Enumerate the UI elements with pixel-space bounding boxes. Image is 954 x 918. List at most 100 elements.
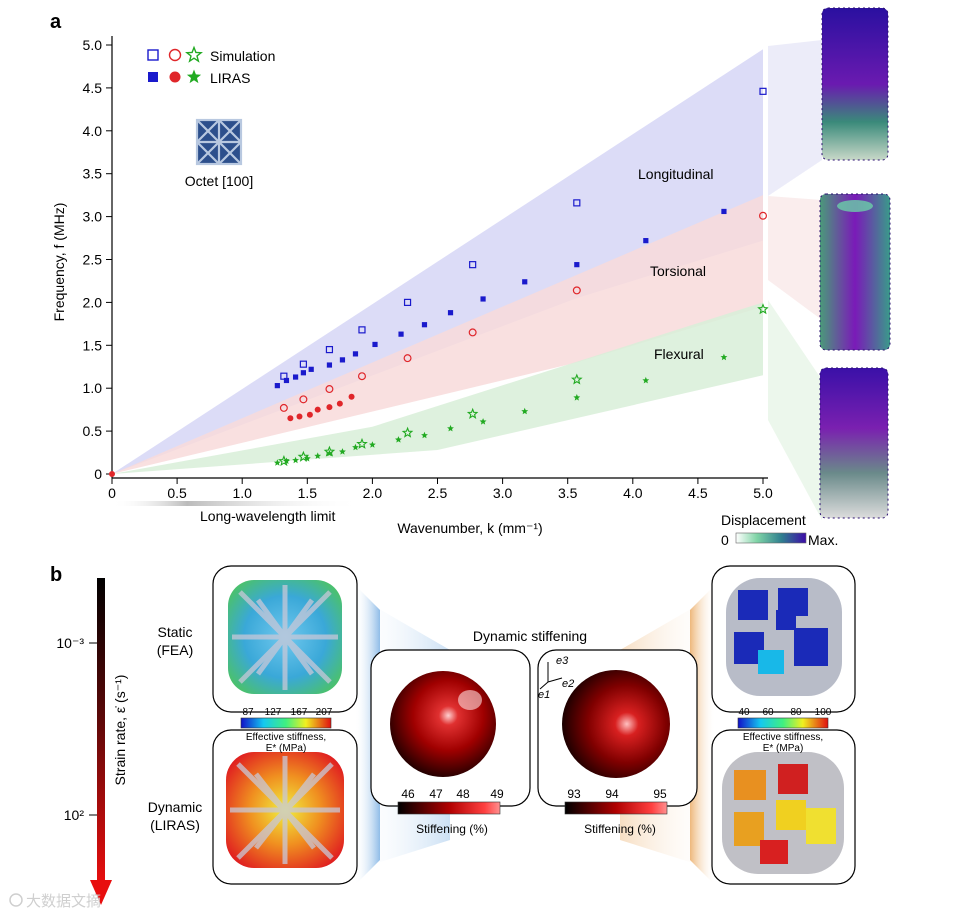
- point-flexural-simulation: [757, 303, 769, 315]
- legend-circle-open-icon: [168, 48, 182, 62]
- point-torsional-liras: [296, 413, 303, 420]
- sphere1-highlight: [458, 690, 482, 710]
- longitudinal-label: Longitudinal: [638, 166, 714, 182]
- point-longitudinal-liras: [283, 377, 290, 384]
- point-flexural-liras: [395, 436, 402, 443]
- point-flexural-liras: [642, 376, 650, 384]
- y-tick-label: 0: [94, 466, 102, 482]
- point-longitudinal-simulation: [759, 87, 767, 95]
- legend-liras-label: LIRAS: [210, 70, 250, 86]
- y-tick-label: 4.5: [83, 80, 103, 96]
- x-tick-label: 2.0: [363, 485, 383, 501]
- legend-star-open-icon: [185, 45, 203, 63]
- static-label: Static: [157, 624, 192, 640]
- y-tick-label: 5.0: [83, 37, 103, 53]
- x-tick-label: 3.0: [493, 485, 513, 501]
- point-longitudinal-simulation: [573, 199, 581, 207]
- left-cbar-tick-3: 207: [316, 707, 333, 718]
- right-colorbar: 40 60 80 100 Effective stiffness, E* (MP…: [737, 707, 832, 754]
- longitudinal-band: [112, 49, 763, 475]
- x-tick-label: 4.5: [688, 485, 708, 501]
- chart-axes: [111, 36, 768, 479]
- longitudinal-column: [821, 7, 889, 161]
- longitudinal-wedge: [768, 40, 822, 196]
- point-flexural-liras: [273, 459, 281, 466]
- point-flexural-simulation: [401, 426, 414, 438]
- watermark: 大数据文摘: [26, 892, 101, 910]
- long-wavelength-bar: [112, 501, 362, 506]
- point-longitudinal-liras: [421, 322, 428, 328]
- point-longitudinal-liras: [274, 383, 280, 389]
- left-colorbar: 87 127 167 207 Effective stiffness, E* (…: [240, 707, 333, 754]
- point-flexural-liras: [479, 418, 487, 425]
- axis-e3-label: e3: [556, 655, 569, 667]
- point-flexural-simulation: [297, 450, 310, 462]
- panel-b-label: b: [50, 564, 62, 586]
- s2-tick-0: 93: [567, 787, 581, 801]
- axis-e2-label: e2: [562, 678, 574, 690]
- strain-rate-label: Strain rate, ε̇ (s⁻¹): [112, 675, 128, 786]
- s1-tick-3: 49: [490, 787, 504, 801]
- y-ticks: 0 0.5 1.0 1.5 2.0 2.5 3.0 3.5 4.0 4.5 5.0: [83, 37, 112, 482]
- strain-rate-arrow-shaft: [97, 578, 105, 883]
- mode-bands: [112, 49, 763, 475]
- long-wavelength-label: Long-wavelength limit: [200, 508, 336, 524]
- torsional-column: [819, 193, 891, 351]
- point-longitudinal-liras: [326, 362, 333, 368]
- point-flexural-liras: [283, 457, 290, 464]
- displacement-min: 0: [721, 532, 729, 548]
- legend-square-filled-icon: [148, 72, 158, 82]
- point-longitudinal-liras: [308, 366, 314, 372]
- point-flexural-liras: [369, 441, 376, 448]
- point-torsional-simulation: [403, 354, 412, 363]
- point-longitudinal-liras: [300, 370, 306, 376]
- point-longitudinal-simulation: [403, 298, 412, 306]
- displacement-max: Max.: [808, 532, 838, 548]
- point-flexural-liras: [326, 449, 333, 457]
- x-tick-label: 1.5: [298, 485, 318, 501]
- point-longitudinal-liras: [721, 208, 727, 215]
- point-longitudinal-liras: [372, 341, 378, 348]
- x-tick-label: 1.0: [232, 485, 252, 501]
- x-tick-label: 0: [108, 485, 116, 501]
- point-longitudinal-liras: [574, 262, 580, 268]
- point-flexural-simulation: [356, 437, 368, 449]
- x-axis-label: Wavenumber, k (mm⁻¹): [397, 520, 542, 536]
- point-torsional-liras: [326, 404, 333, 411]
- right-cbar-label-2: E* (MPa): [763, 743, 804, 754]
- point-flexural-liras: [720, 353, 728, 361]
- octet-lattice-icon: [195, 118, 243, 166]
- x-ticks: 0 0.5 1.0 1.5 2.0 2.5 3.0 3.5 4.0 4.5 5.0: [108, 478, 773, 501]
- dynamic-label: Dynamic: [148, 799, 202, 815]
- point-longitudinal-liras: [398, 331, 404, 337]
- right-cbar-tick-0: 40: [738, 707, 750, 718]
- point-flexural-simulation: [570, 373, 583, 385]
- point-longitudinal-simulation: [325, 345, 334, 354]
- static-sublabel: (FEA): [157, 642, 194, 658]
- panel-a-label: a: [50, 11, 62, 33]
- torsional-label: Torsional: [650, 263, 706, 279]
- right-cbar-tick-1: 60: [762, 707, 774, 718]
- dynamic-sublabel: (LIRAS): [150, 817, 200, 833]
- octet-label: Octet [100]: [185, 173, 253, 189]
- flexural-column: [819, 367, 889, 519]
- point-longitudinal-simulation: [358, 326, 366, 334]
- point-torsional-liras: [336, 400, 343, 407]
- point-flexural-liras: [303, 455, 311, 462]
- left-cbar-tick-1: 127: [265, 707, 282, 718]
- torsional-wedge: [768, 196, 822, 320]
- point-torsional-simulation: [468, 328, 477, 337]
- s2-tick-2: 95: [653, 787, 667, 801]
- point-torsional-liras: [306, 411, 313, 418]
- s2-label: Stiffening (%): [584, 822, 656, 836]
- left-cbar-label-1: Effective stiffness,: [246, 732, 326, 743]
- point-longitudinal-simulation: [469, 261, 477, 269]
- left-cbar-label-2: E* (MPa): [266, 743, 307, 754]
- axis-e1-label: e1: [538, 689, 550, 701]
- point-longitudinal-liras: [480, 296, 486, 302]
- y-tick-label: 0.5: [83, 423, 103, 439]
- legend-square-open-icon: [147, 49, 159, 61]
- point-longitudinal-liras: [292, 374, 299, 380]
- stiffening-sphere-1: [390, 671, 496, 777]
- legend-circle-filled-icon: [169, 71, 181, 83]
